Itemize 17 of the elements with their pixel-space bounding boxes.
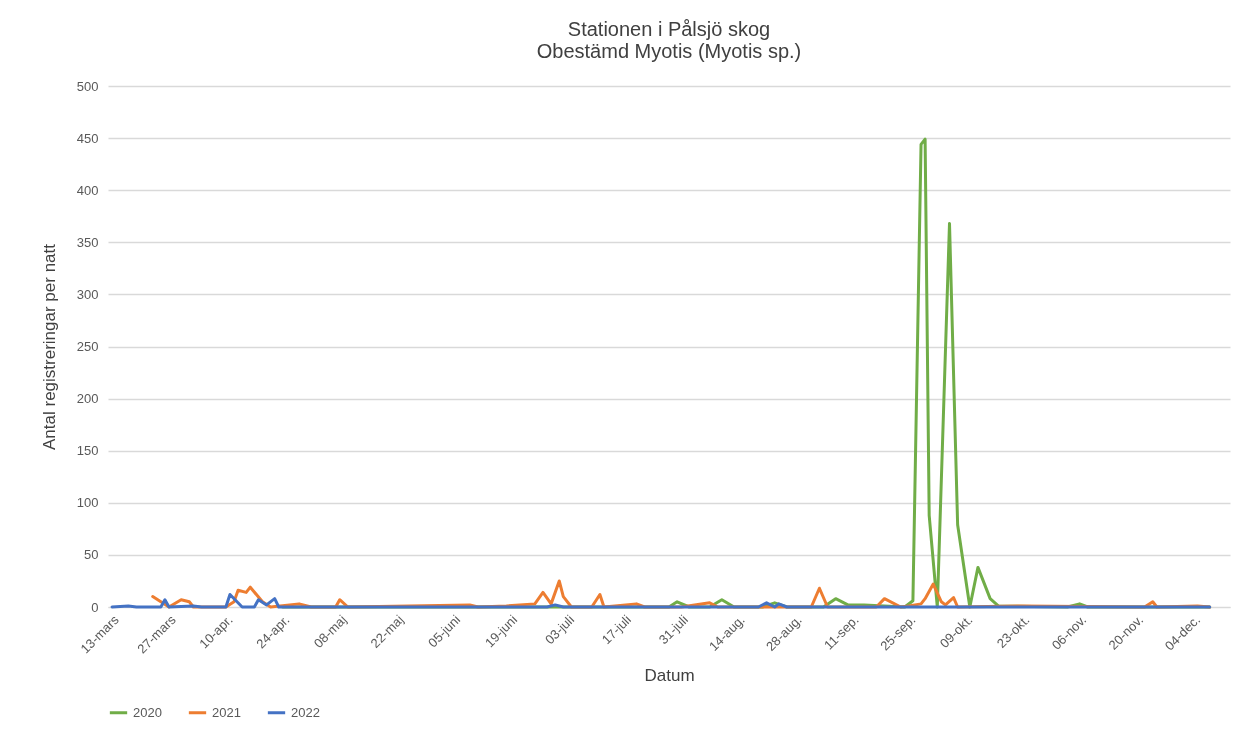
- y-tick-label: 200: [76, 391, 99, 407]
- y-axis-title: Antal registreringar per natt: [39, 243, 59, 450]
- legend-label: 2021: [212, 704, 241, 720]
- y-tick-label: 450: [76, 130, 99, 146]
- y-tick-label: 0: [91, 599, 99, 615]
- chart-title: Stationen i Pålsjö skog Obestämd Myotis (Myotis sp.): [536, 18, 802, 62]
- y-tick-label: 100: [76, 495, 99, 511]
- y-tick-label: 400: [76, 182, 99, 198]
- y-tick-label: 500: [76, 78, 99, 94]
- legend-label: 2020: [133, 704, 162, 720]
- y-tick-label: 250: [76, 339, 99, 354]
- y-tick-label: 50: [84, 547, 99, 563]
- x-axis-title: Datum: [644, 666, 695, 686]
- y-tick-label: 150: [76, 443, 99, 459]
- y-tick-label: 350: [76, 234, 99, 250]
- y-tick-label: 300: [76, 286, 99, 302]
- legend-label: 2022: [291, 704, 320, 720]
